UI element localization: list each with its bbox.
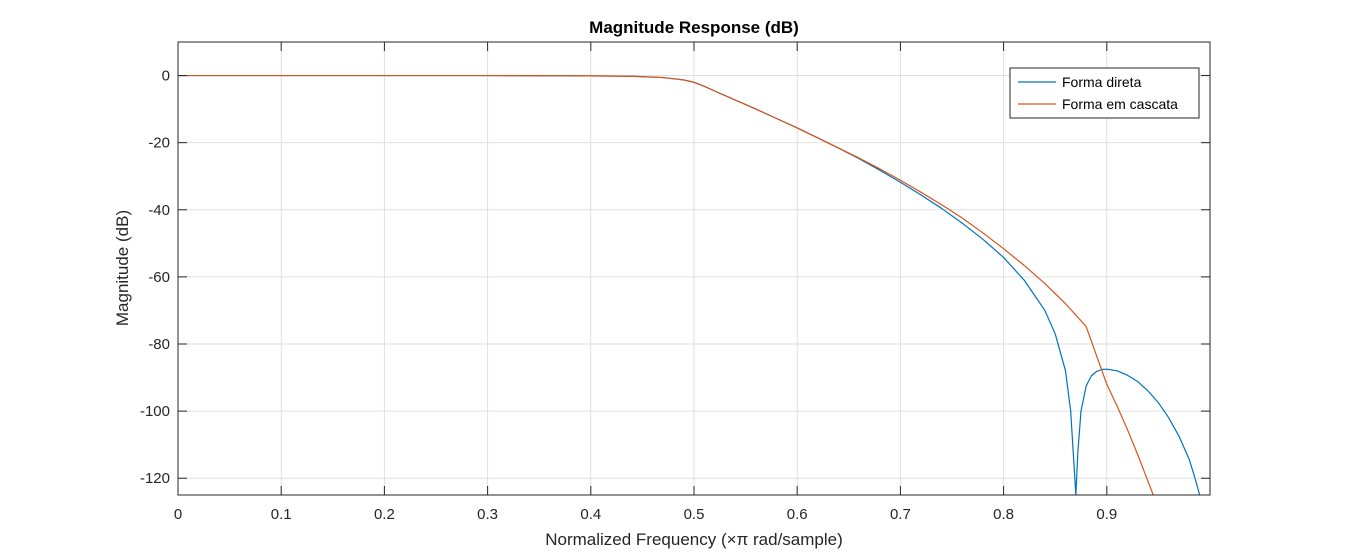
y-tick-label: -20	[148, 135, 170, 152]
x-tick-label: 0.4	[580, 506, 601, 523]
axis-ticks: 0 0.1 0.2 0.3 0.4 0.5 0.6 0.7 0.8 0.9 0 -20 -40 -60 -8…	[140, 42, 1210, 523]
y-tick-label: -100	[140, 403, 170, 420]
legend[interactable]: Forma direta Forma em cascata	[1009, 67, 1200, 119]
grid-lines	[177, 42, 1210, 495]
y-tick-label: -80	[148, 336, 170, 353]
y-tick-label: -120	[140, 470, 170, 487]
y-tick-label: 0	[162, 68, 170, 85]
series-lines	[178, 74, 1201, 496]
x-tick-label: 0.3	[477, 506, 498, 523]
x-tick-label: 0.7	[890, 506, 911, 523]
x-tick-label: 0.1	[271, 506, 292, 523]
legend-label-forma-em-cascata: Forma em cascata	[1062, 96, 1178, 112]
series-line-forma-em-cascata	[178, 74, 1154, 496]
x-tick-label: 0.8	[993, 506, 1014, 523]
x-axis-label: Normalized Frequency (×π rad/sample)	[545, 530, 843, 549]
x-tick-label: 0.2	[374, 506, 395, 523]
y-tick-label: -40	[148, 202, 170, 219]
x-tick-label: 0.9	[1096, 506, 1117, 523]
x-tick-label: 0.6	[787, 506, 808, 523]
x-tick-label: 0	[174, 506, 182, 523]
legend-box	[1009, 67, 1200, 119]
y-tick-label: -60	[148, 269, 170, 286]
chart-title: Magnitude Response (dB)	[589, 18, 799, 37]
legend-label-forma-direta: Forma direta	[1062, 74, 1142, 90]
x-tick-label: 0.5	[684, 506, 705, 523]
y-axis-label: Magnitude (dB)	[113, 210, 132, 326]
